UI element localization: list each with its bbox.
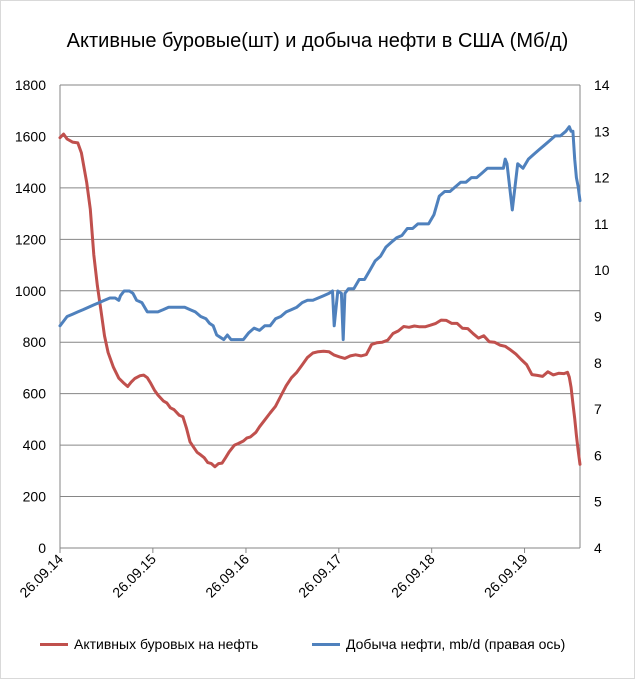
series-line-rigs: [58, 132, 582, 469]
legend-item-rigs: Активных буровых на нефть: [40, 636, 258, 652]
y-left-tick-label: 1400: [15, 180, 46, 196]
y-left-tick-label: 200: [23, 489, 47, 505]
y-right-tick-label: 10: [594, 262, 610, 278]
y-right-tick-label: 12: [594, 170, 610, 186]
y-right-tick-label: 4: [594, 540, 602, 556]
legend-label-production: Добыча нефти, mb/d (правая ось): [346, 636, 566, 652]
y-left-tick-label: 600: [23, 386, 47, 402]
y-left-tick-label: 800: [23, 334, 47, 350]
legend-item-production: Добыча нефти, mb/d (правая ось): [312, 636, 565, 652]
y-left-tick-label: 1800: [15, 77, 46, 93]
x-tick-label: 26.09.18: [388, 551, 438, 601]
y-right-tick-label: 5: [594, 494, 602, 510]
x-tick-label: 26.09.14: [16, 551, 66, 601]
y-right-tick-label: 13: [594, 123, 610, 139]
y-right-tick-label: 14: [594, 77, 610, 93]
x-tick-labels: 26.09.14 26.09.15 26.09.16 26.09.17 26.09.18…: [16, 551, 531, 601]
y-left-tick-labels: 0 200 400 600 800 1000 1200 1400 1600 1800: [15, 77, 46, 556]
x-tick-label: 26.09.15: [109, 551, 159, 601]
legend: Активных буровых на нефть Добыча нефти, …: [0, 636, 635, 658]
y-left-tick-label: 1200: [15, 231, 46, 247]
x-tick-label: 26.09.19: [481, 551, 531, 601]
y-right-tick-label: 11: [594, 216, 609, 232]
y-right-tick-label: 8: [594, 355, 602, 371]
axes: [59, 85, 581, 553]
y-left-tick-label: 1600: [15, 128, 46, 144]
legend-label-rigs: Активных буровых на нефть: [74, 636, 259, 652]
chart-title: Активные буровые(шт) и добыча нефти в СШ…: [66, 30, 569, 52]
legend-swatch-rigs: [40, 642, 68, 646]
series-line-production: [58, 125, 582, 342]
legend-swatch-production: [312, 642, 340, 646]
x-tick-label: 26.09.17: [295, 551, 345, 601]
y-left-tick-label: 1000: [15, 283, 46, 299]
grid-lines: [60, 84, 580, 549]
y-right-tick-label: 6: [594, 447, 602, 463]
x-tick-label: 26.09.16: [202, 551, 252, 601]
y-right-tick-label: 7: [594, 401, 602, 417]
y-left-tick-label: 0: [38, 540, 46, 556]
y-right-tick-labels: 4 5 6 7 8 9 10 11 12 13 14: [594, 77, 610, 556]
y-right-tick-label: 9: [594, 309, 602, 325]
series-lines: [58, 125, 582, 469]
y-left-tick-label: 400: [23, 437, 47, 453]
